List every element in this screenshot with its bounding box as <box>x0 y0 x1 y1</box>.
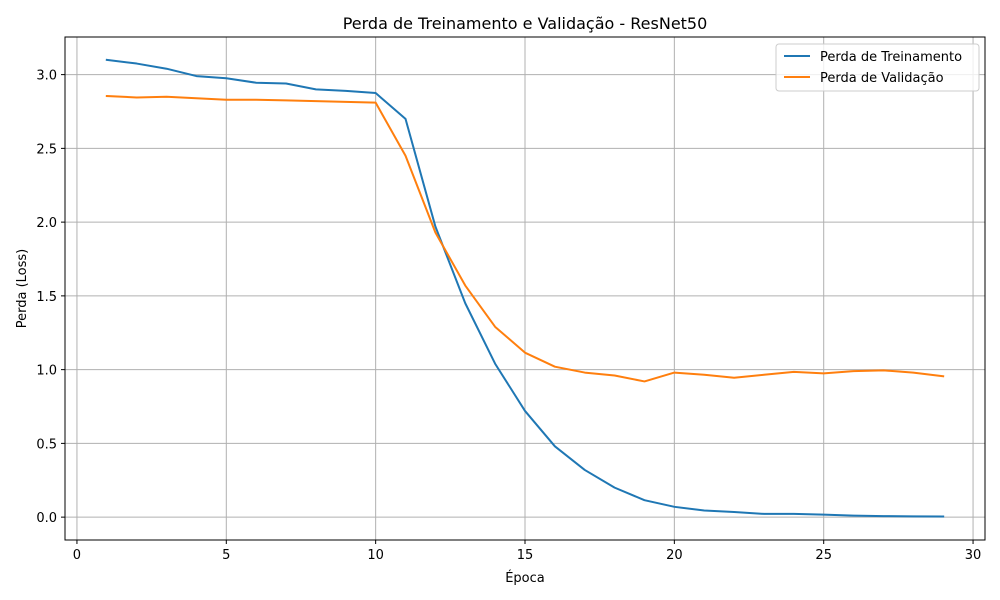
legend-label-validation: Perda de Validação <box>820 71 944 86</box>
grid <box>65 37 985 540</box>
y-tick-label: 2.0 <box>36 216 57 231</box>
legend-box <box>775 43 980 92</box>
y-tick-label: 1.5 <box>36 290 57 305</box>
y-tick-label: 3.0 <box>36 69 57 84</box>
y-tick-label: 1.0 <box>36 364 57 379</box>
x-tick-label: 20 <box>666 548 683 563</box>
x-tick-label: 15 <box>517 548 534 563</box>
chart-title: Perda de Treinamento e Validação - ResNe… <box>343 14 708 33</box>
y-tick-label: 0.5 <box>36 437 57 452</box>
x-axis-label: Época <box>505 570 545 586</box>
x-tick-label: 0 <box>73 548 81 563</box>
legend-label-training: Perda de Treinamento <box>820 50 962 65</box>
x-tick-label: 5 <box>222 548 230 563</box>
legend: Perda de Treinamento Perda de Validação <box>775 43 980 92</box>
y-tick-label: 0.0 <box>36 511 57 526</box>
axis-ticks: 0 5 10 15 20 25 30 0.0 0.5 1.0 1.5 2.0 2.5 3.0 <box>36 69 981 563</box>
series-lines <box>105 58 945 518</box>
series-line-validation <box>105 94 945 383</box>
x-tick-label: 25 <box>815 548 832 563</box>
x-tick-label: 10 <box>367 548 384 563</box>
series-line-training <box>105 58 945 518</box>
y-axis-label: Perda (Loss) <box>15 249 30 329</box>
x-tick-label: 30 <box>965 548 982 563</box>
y-tick-label: 2.5 <box>36 142 57 157</box>
